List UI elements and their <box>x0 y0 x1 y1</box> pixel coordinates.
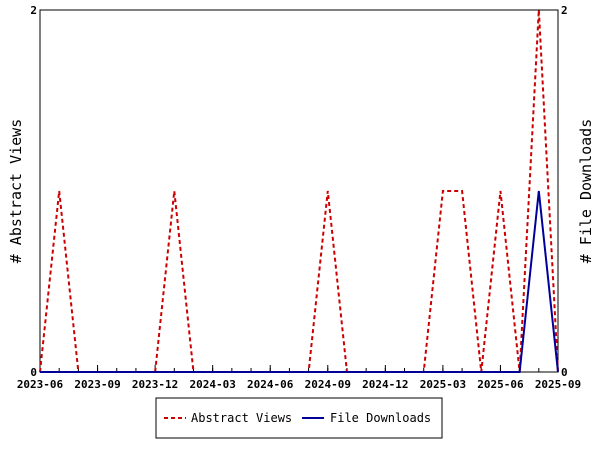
legend-box <box>155 397 443 439</box>
x-tick-label-2023-12: 2023-12 <box>132 378 178 391</box>
y-axis-title-right: # File Downloads <box>577 119 595 264</box>
x-tick-label-2025-09: 2025-09 <box>535 378 581 391</box>
y-left-tick-label-0: 0 <box>30 366 37 379</box>
x-tick-label-2023-09: 2023-09 <box>74 378 120 391</box>
y-axis-title-left: # Abstract Views <box>7 119 25 264</box>
x-tick-label-2024-06: 2024-06 <box>247 378 294 391</box>
y-left-tick-label-2: 2 <box>30 4 37 17</box>
plot-area <box>39 9 559 373</box>
axis-ticks: 2023-06 2023-09 2023-12 2024-03 2024-06 2024-… <box>17 4 581 391</box>
legend: Abstract Views File Downloads <box>155 397 443 439</box>
x-tick-label-2023-06: 2023-06 <box>17 378 64 391</box>
series-line-file-downloads <box>40 190 559 373</box>
x-tick-label-2025-06: 2025-06 <box>477 378 524 391</box>
x-tick-label-2025-03: 2025-03 <box>420 378 466 391</box>
legend-label-abstract-views: Abstract Views <box>191 411 292 425</box>
x-tick-label-2024-12: 2024-12 <box>362 378 408 391</box>
series-layer <box>39 9 559 373</box>
x-tick-label-2024-09: 2024-09 <box>305 378 351 391</box>
x-tick-label-2024-03: 2024-03 <box>189 378 235 391</box>
y-right-tick-label-0: 0 <box>561 366 568 379</box>
legend-label-file-downloads: File Downloads <box>330 411 431 425</box>
y-right-tick-label-2: 2 <box>561 4 568 17</box>
